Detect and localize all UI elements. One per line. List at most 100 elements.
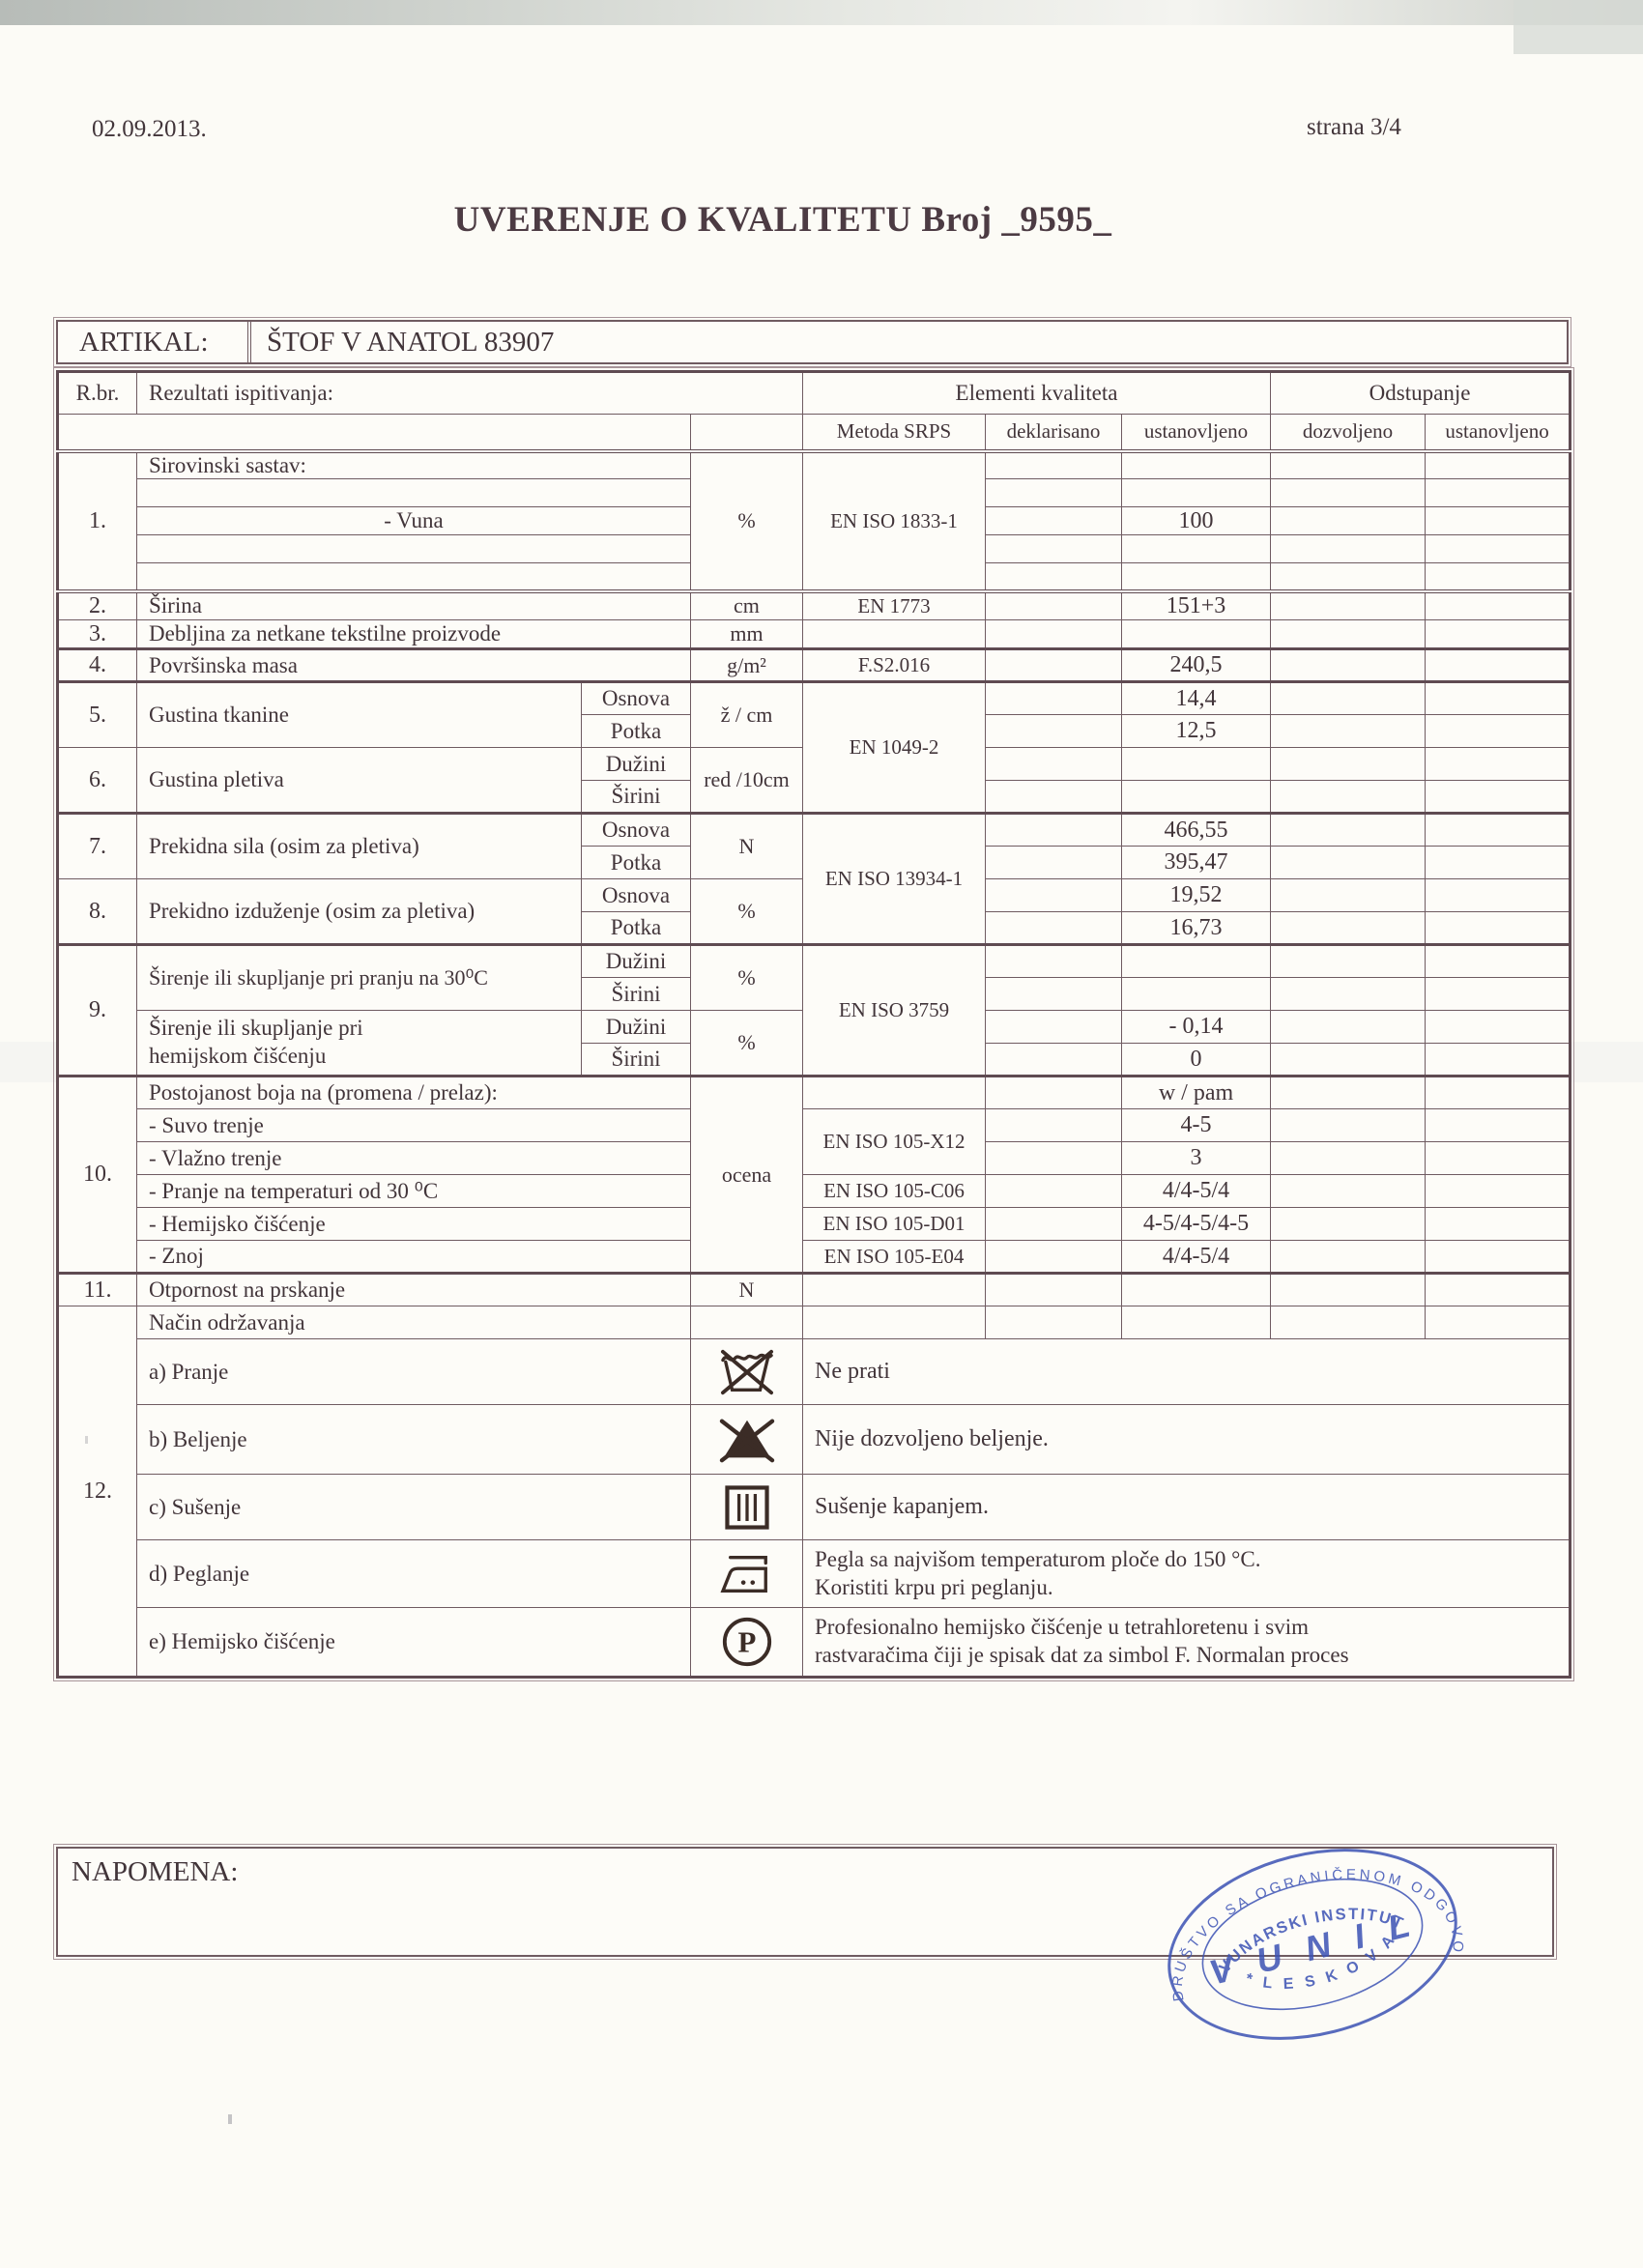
results-table-wrapper: R.br. Rezultati ispitivanja: Elementi kv… [52, 367, 1575, 1681]
row-9a-label: Širenje ili skupljanje pri pranju na 30⁰… [136, 944, 582, 1011]
row-number: 9. [57, 944, 137, 1077]
row-10-value-znoj: 4/4-5/4 [1120, 1240, 1272, 1274]
row-9b-sirini: Širini 0 [58, 1043, 1571, 1077]
empty-cell [1425, 619, 1571, 649]
empty-cell [985, 648, 1122, 682]
empty-cell [1425, 590, 1571, 620]
row-10-item: - Hemijsko čišćenje [136, 1207, 691, 1241]
row-5-potka: Potka 12,5 [58, 714, 1571, 748]
empty-cell [985, 977, 1122, 1011]
empty-cell [1270, 944, 1427, 978]
row-10-hemijsko-ciscenje: - Hemijsko čišćenje EN ISO 105-D01 4-5/4… [58, 1207, 1571, 1241]
row-number: 2. [57, 590, 137, 620]
row-10-znoj: - Znoj EN ISO 105-E04 4/4-5/4 [58, 1240, 1571, 1274]
row-1-vuna: - Vuna 100 [58, 506, 1571, 535]
empty-cell [1425, 648, 1571, 682]
empty-cell [1120, 450, 1272, 479]
row-10-pranje-30: - Pranje na temperaturi od 30 ⁰C EN ISO … [58, 1174, 1571, 1208]
empty-cell [1120, 619, 1272, 649]
header-odstupanje: Odstupanje [1270, 371, 1571, 415]
row-12e-desc-line1: Profesionalno hemijsko čišćenje u tetrah… [815, 1615, 1309, 1640]
row-4-label: Površinska masa [136, 648, 691, 682]
row-9b-unit: % [690, 1010, 803, 1077]
empty-cell [1425, 1076, 1571, 1109]
row-12b-label: b) Beljenje [136, 1404, 691, 1475]
empty-cell [1120, 1273, 1272, 1306]
row-11-otpornost: 11. Otpornost na prskanje N [57, 1273, 1571, 1306]
empty-cell [985, 813, 1122, 847]
drip-dry-icon [724, 1484, 769, 1530]
empty-cell [1120, 780, 1272, 814]
empty-cell [985, 1108, 1122, 1142]
empty-cell [985, 714, 1122, 748]
empty-cell [802, 1306, 986, 1339]
empty-cell [1425, 1108, 1571, 1142]
empty-cell [985, 747, 1122, 781]
empty-cell [1270, 648, 1427, 682]
row-7-sub-potka: Potka [581, 846, 691, 879]
table-subheader-row: Metoda SRPS deklarisano ustanovljeno doz… [57, 414, 1571, 451]
empty-cell [1120, 747, 1272, 781]
empty-cell [985, 1010, 1122, 1044]
empty-cell [690, 1306, 803, 1339]
empty-cell [985, 534, 1122, 563]
empty-cell [1425, 878, 1571, 912]
row-9b-label-line2: hemijskom čišćenju [149, 1044, 327, 1068]
row-1-sirovinski-sastav: 1. Sirovinski sastav: % EN ISO 1833-1 [57, 450, 1571, 591]
empty-cell [1270, 878, 1427, 912]
row-8-label: Prekidno izduženje (osim za pletiva) [136, 878, 582, 945]
row-6-gustina-pletiva: 6. Gustina pletiva Dužini red /10cm [57, 747, 1571, 814]
page-number: strana 3/4 [1307, 114, 1401, 140]
empty-cell [1270, 714, 1427, 748]
empty-cell [985, 780, 1122, 814]
row-number: 11. [57, 1273, 137, 1306]
empty-cell [802, 1273, 986, 1306]
row-8-sub-potka: Potka [581, 911, 691, 945]
empty-cell [985, 1306, 1122, 1339]
empty-cell [1270, 1207, 1427, 1241]
empty-cell [985, 878, 1122, 912]
row-5-label: Gustina tkanine [136, 681, 582, 748]
row-10-method-c06: EN ISO 105-C06 [802, 1174, 986, 1208]
row-3-unit: mm [690, 619, 803, 649]
row-10-postojanost-boja: 10. Postojanost boja na (promena / prela… [57, 1076, 1571, 1274]
row-7-label: Prekidna sila (osim za pletiva) [136, 813, 582, 879]
dry-clean-P-icon: P [722, 1617, 771, 1667]
row-8-sub-osnova: Osnova [581, 878, 691, 912]
row-12d-peglanje: d) Peglanje Pegla sa najvišom temperatur… [58, 1539, 1571, 1608]
row-2-label: Širina [136, 590, 691, 620]
empty-cell [1270, 1174, 1427, 1208]
row-8-value-potka: 16,73 [1120, 911, 1272, 945]
row-8-unit: % [690, 878, 803, 945]
row-9b-label: Širenje ili skupljanje pri hemijskom čiš… [136, 1010, 582, 1077]
empty-cell [1425, 1306, 1571, 1339]
row-12-header: Način održavanja [136, 1306, 691, 1339]
care-symbol-cell: P [690, 1607, 803, 1678]
row-9b-label-line1: Širenje ili skupljanje pri [149, 1016, 363, 1041]
row-12e-label: e) Hemijsko čišćenje [136, 1607, 691, 1678]
iron-max-150-icon [719, 1555, 767, 1593]
care-symbol-cell [690, 1404, 803, 1475]
empty-cell [1270, 747, 1427, 781]
row-12a-pranje: a) Pranje Ne prati [58, 1338, 1571, 1405]
row-12b-beljenje: b) Beljenje Nije dozvoljeno beljenje. [58, 1404, 1571, 1475]
row-9-method: EN ISO 3759 [802, 944, 986, 1077]
empty-cell [1120, 944, 1272, 978]
row-12d-desc-line1: Pegla sa najvišom temperaturom ploče do … [815, 1546, 1261, 1571]
row-10-value-vlazno: 3 [1120, 1141, 1272, 1175]
header-elementi-kvaliteta: Elementi kvaliteta [801, 371, 1272, 415]
row-12-nacin-odrzavanja: 12. Način održavanja [57, 1306, 1571, 1678]
row-9-sirenje-hemijsko: Širenje ili skupljanje pri hemijskom čiš… [58, 1010, 1571, 1077]
empty-cell [985, 1174, 1122, 1208]
empty-cell [1425, 1010, 1571, 1044]
row-1-value: 100 [1120, 506, 1272, 535]
empty-cell [985, 506, 1122, 535]
row-10-method-d01: EN ISO 105-D01 [802, 1207, 986, 1241]
empty-cell [1270, 478, 1427, 507]
care-symbol-cell [690, 1474, 803, 1540]
empty-cell [985, 846, 1122, 879]
header-metoda-srps: Metoda SRPS [802, 414, 986, 451]
row-5-value-potka: 12,5 [1120, 714, 1272, 748]
row-2-method: EN 1773 [802, 590, 986, 620]
row-9b-value-duzini: - 0,14 [1120, 1010, 1272, 1044]
